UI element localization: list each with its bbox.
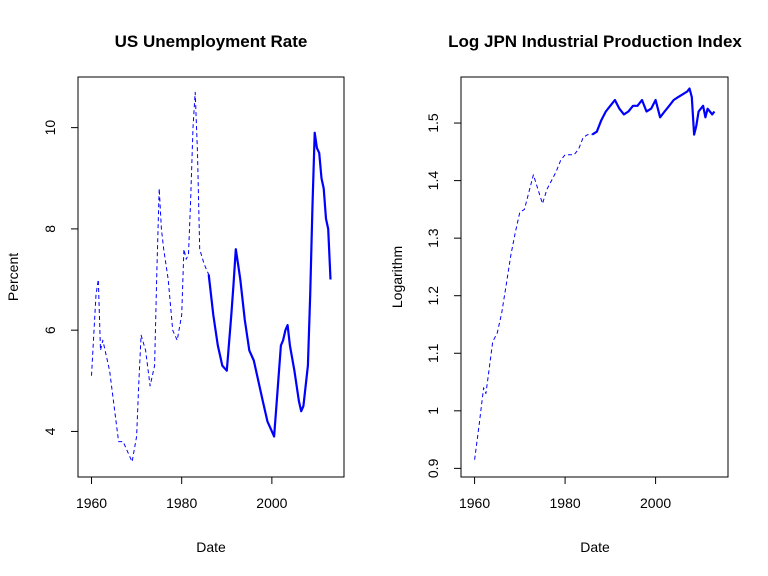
chart-jpn-industrial-production: Log JPN Industrial Production Index Date… <box>389 32 742 555</box>
x-tick-label: 1980 <box>166 495 197 511</box>
x-axis: 1960 1980 2000 <box>459 477 671 511</box>
x-axis-label: Date <box>580 539 610 555</box>
plot-frame <box>77 76 345 478</box>
y-tick-label: 6 <box>42 326 58 334</box>
series-group <box>474 87 716 460</box>
chart-us-unemployment: US Unemployment Rate Date Percent 1960 19… <box>5 32 345 555</box>
x-tick-label: 1960 <box>76 495 107 511</box>
chart-title: US Unemployment Rate <box>115 32 308 51</box>
series-line-solid <box>591 87 716 136</box>
y-axis: 0.9 1 1.1 1.2 1.3 1.4 1.5 <box>425 113 461 478</box>
y-tick-label: 1.5 <box>425 113 441 133</box>
y-tick-label: 0.9 <box>425 458 441 478</box>
series-group <box>91 91 332 463</box>
x-tick-label: 1960 <box>459 495 490 511</box>
plot-frame <box>460 76 729 478</box>
y-axis: 4 6 8 10 <box>42 120 78 435</box>
y-tick-label: 1 <box>425 407 441 415</box>
y-tick-label: 8 <box>42 225 58 233</box>
x-axis-label: Date <box>196 539 226 555</box>
y-axis-label: Logarithm <box>389 246 405 308</box>
x-tick-label: 2000 <box>256 495 287 511</box>
series-line-dashed <box>91 91 210 463</box>
y-tick-label: 4 <box>42 427 58 435</box>
x-tick-label: 2000 <box>640 495 671 511</box>
series-line-dashed <box>474 134 593 460</box>
y-axis-label: Percent <box>5 253 21 301</box>
chart-title: Log JPN Industrial Production Index <box>448 32 742 51</box>
y-tick-label: 1.1 <box>425 343 441 363</box>
y-tick-label: 1.4 <box>425 171 441 191</box>
x-tick-label: 1980 <box>550 495 581 511</box>
y-tick-label: 1.2 <box>425 286 441 306</box>
y-tick-label: 1.3 <box>425 228 441 248</box>
y-tick-label: 10 <box>42 120 58 136</box>
x-axis: 1960 1980 2000 <box>76 477 288 511</box>
series-line-solid <box>207 131 332 438</box>
